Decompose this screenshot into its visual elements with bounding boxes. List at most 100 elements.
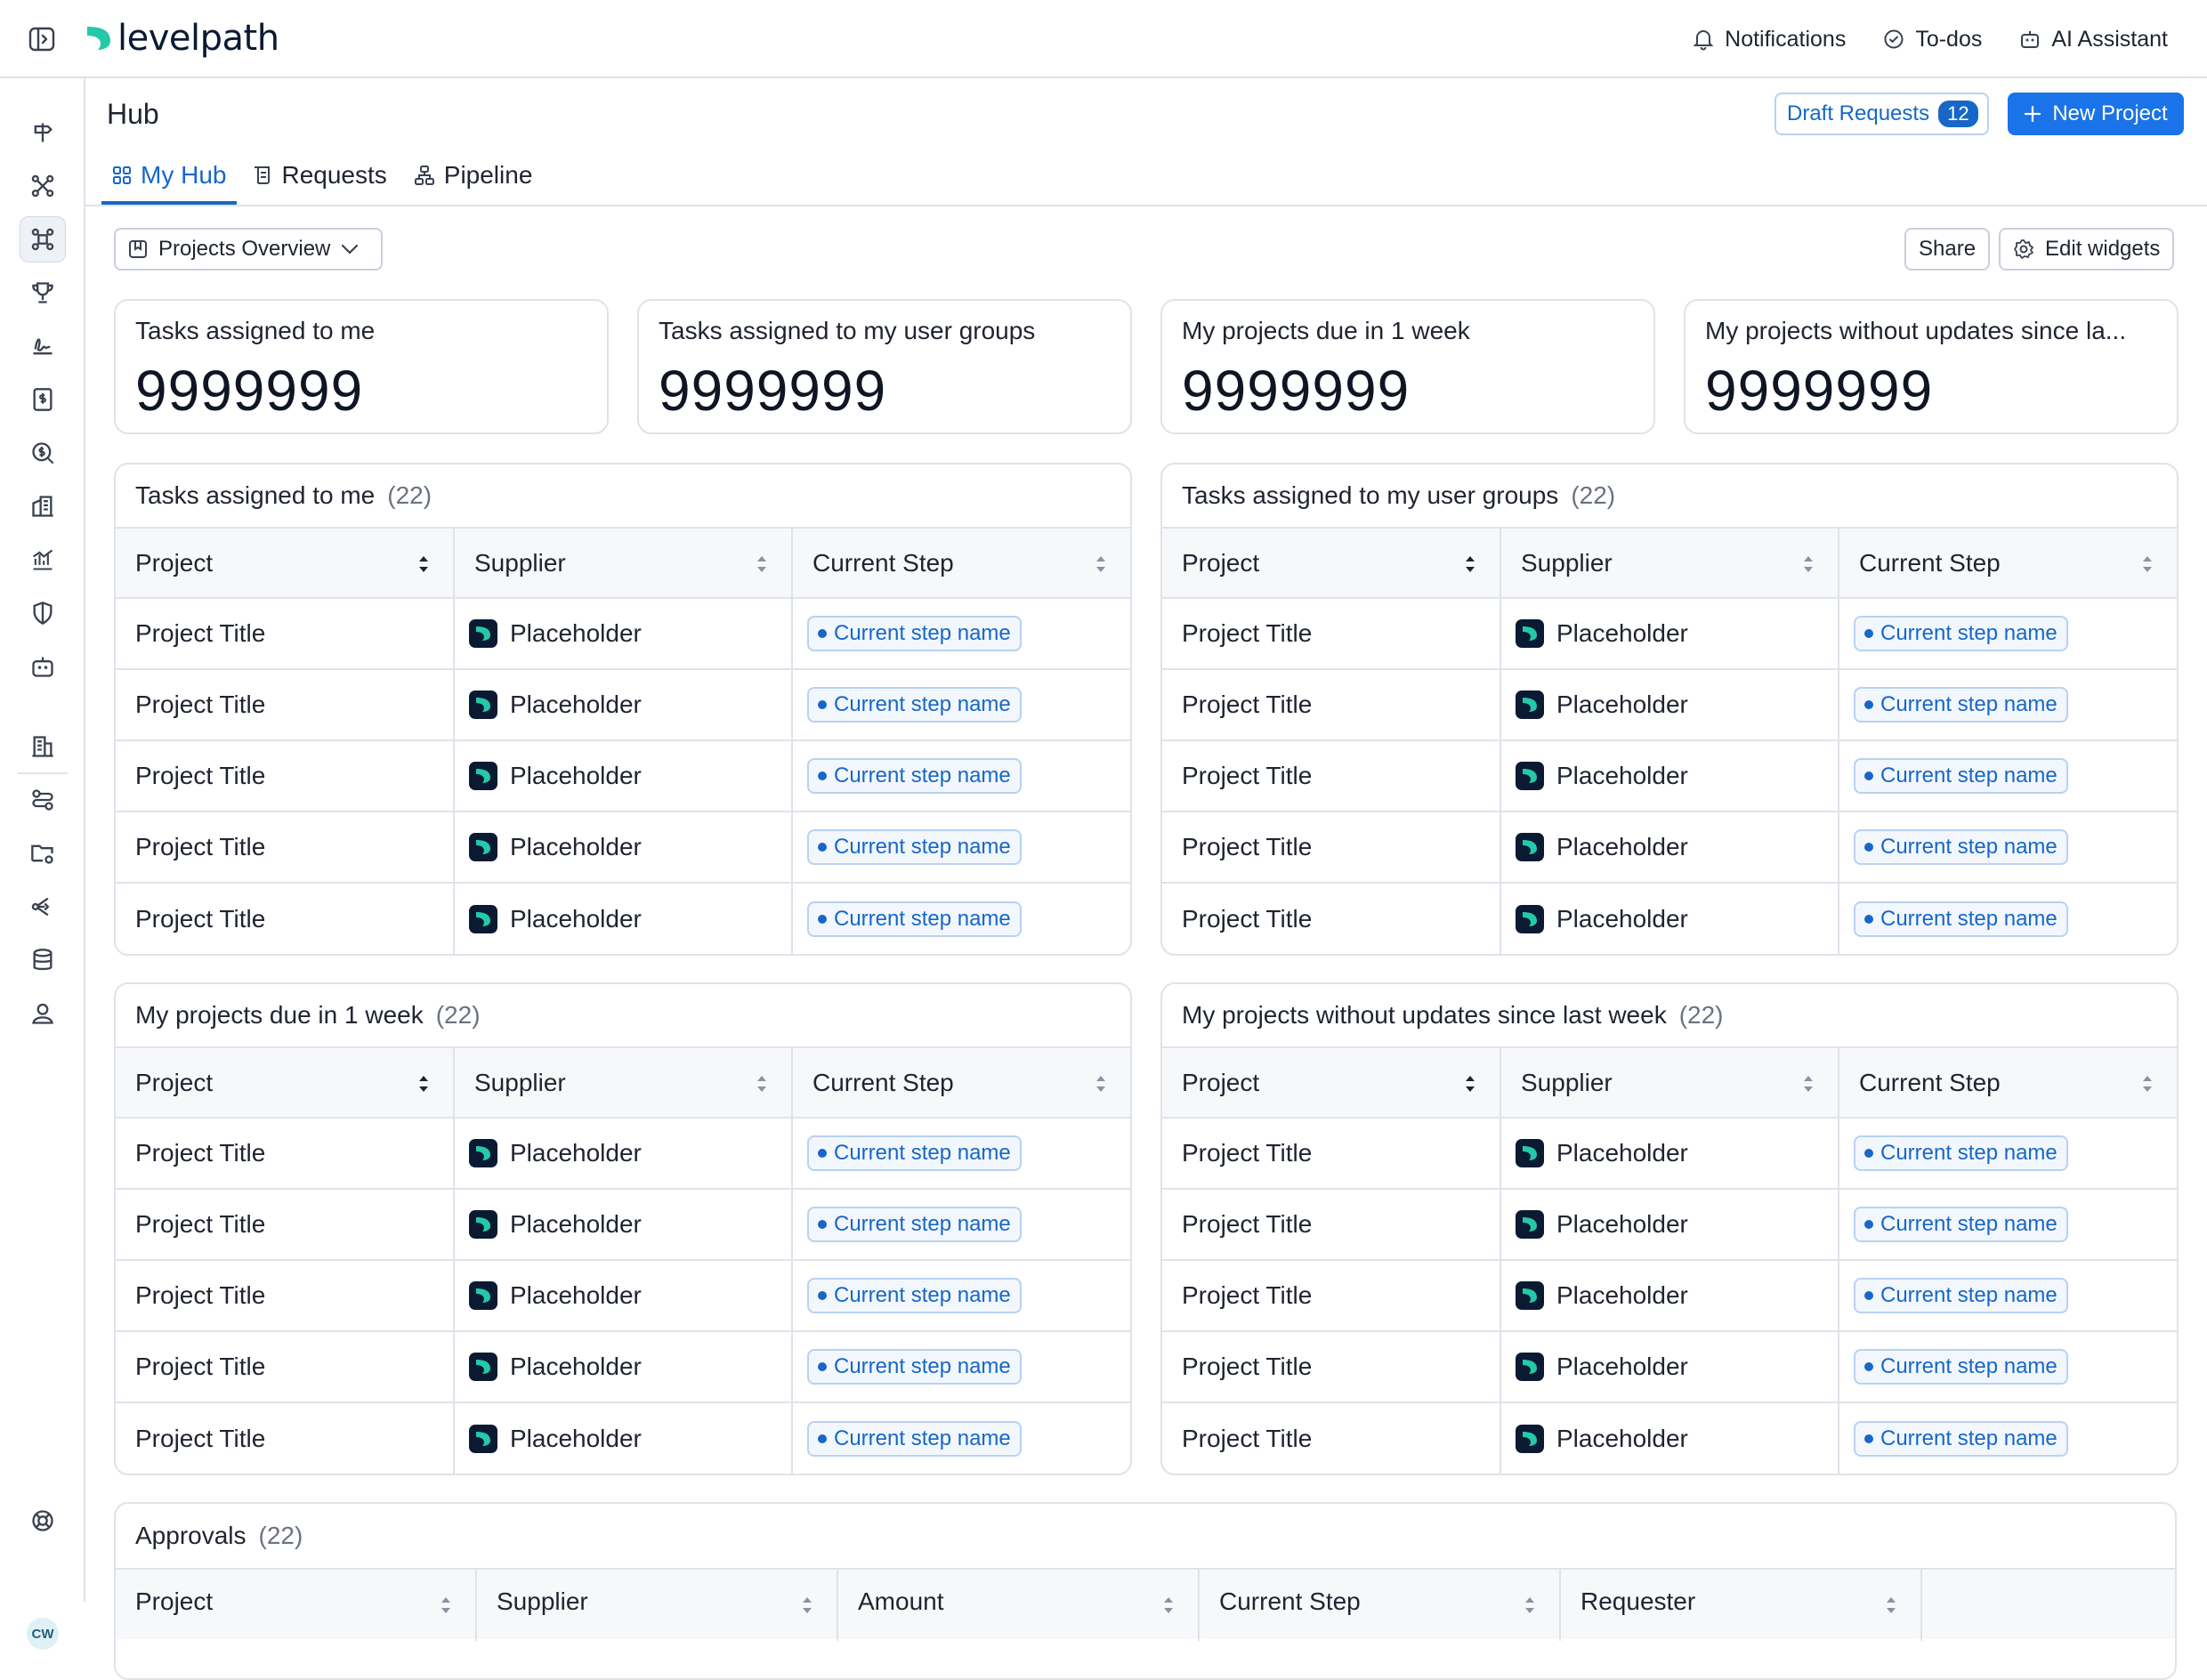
sort-icon[interactable] xyxy=(756,1073,768,1094)
approvals-column-header[interactable]: Current Step xyxy=(1200,1570,1561,1641)
table-row[interactable]: Project Title Placeholder Current step nam… xyxy=(116,1402,1130,1474)
table-row[interactable]: Project Title Placeholder Current step nam… xyxy=(1162,598,2177,670)
project-cell[interactable]: Project Title xyxy=(116,1118,455,1190)
sidebar-item[interactable] xyxy=(20,777,66,823)
sort-icon[interactable] xyxy=(2141,553,2154,575)
project-title[interactable]: Project Title xyxy=(135,1281,266,1309)
sidebar-item[interactable] xyxy=(20,483,66,529)
sort-icon[interactable] xyxy=(2141,1073,2154,1094)
table-row[interactable]: Project Title Placeholder Current step nam… xyxy=(1162,883,2177,954)
stat-card[interactable]: Tasks assigned to me 9999999 xyxy=(114,299,609,434)
sidebar-item[interactable] xyxy=(20,723,66,770)
approvals-column-header[interactable]: Project xyxy=(116,1570,477,1641)
table-row[interactable]: Project Title Placeholder Current step nam… xyxy=(116,740,1130,812)
sort-icon[interactable] xyxy=(1095,1073,1107,1094)
project-cell[interactable]: Project Title xyxy=(116,1402,455,1474)
sidebar-item[interactable] xyxy=(20,643,66,690)
project-cell[interactable]: Project Title xyxy=(1162,598,1501,670)
project-cell[interactable]: Project Title xyxy=(1162,1189,1501,1261)
table-row[interactable]: Project Title Placeholder Current step nam… xyxy=(1162,1189,2177,1261)
table-row[interactable]: Project Title Placeholder Current step nam… xyxy=(116,598,1130,670)
stat-card[interactable]: Tasks assigned to my user groups 9999999 xyxy=(637,299,1132,434)
sidebar-item[interactable] xyxy=(20,884,66,930)
sort-icon[interactable] xyxy=(417,1073,430,1094)
project-cell[interactable]: Project Title xyxy=(116,883,455,954)
project-title[interactable]: Project Title xyxy=(135,1353,266,1380)
table-row[interactable]: Project Title Placeholder Current step nam… xyxy=(116,883,1130,954)
table-row[interactable]: Project Title Placeholder Current step nam… xyxy=(1162,812,2177,884)
project-title[interactable]: Project Title xyxy=(1182,1353,1313,1380)
project-cell[interactable]: Project Title xyxy=(1162,740,1501,812)
project-cell[interactable]: Project Title xyxy=(1162,1118,1501,1190)
column-header-step[interactable]: Current Step xyxy=(1839,529,2177,599)
table-row[interactable]: Project Title Placeholder Current step nam… xyxy=(1162,1331,2177,1403)
new-project-button[interactable]: New Project xyxy=(2008,93,2184,135)
column-header-project[interactable]: Project xyxy=(116,529,455,599)
table-row[interactable]: Project Title Placeholder Current step nam… xyxy=(1162,1260,2177,1332)
project-title[interactable]: Project Title xyxy=(135,619,266,647)
sort-icon[interactable] xyxy=(440,1595,452,1616)
sort-icon[interactable] xyxy=(1464,553,1476,575)
table-row[interactable]: Project Title Placeholder Current step nam… xyxy=(1162,1402,2177,1474)
approvals-column-header[interactable]: Amount xyxy=(838,1570,1200,1641)
project-cell[interactable]: Project Title xyxy=(116,740,455,812)
project-title[interactable]: Project Title xyxy=(135,833,266,860)
sort-icon[interactable] xyxy=(1162,1595,1175,1616)
approvals-column-header[interactable]: Requester xyxy=(1561,1570,1922,1641)
project-title[interactable]: Project Title xyxy=(1182,833,1313,860)
column-header-project[interactable]: Project xyxy=(116,1048,455,1119)
table-row[interactable]: Project Title Placeholder Current step nam… xyxy=(1162,669,2177,741)
sidebar-item[interactable] xyxy=(20,430,66,476)
share-button[interactable]: Share xyxy=(1904,228,1991,271)
column-header-project[interactable]: Project xyxy=(1162,1048,1501,1119)
project-title[interactable]: Project Title xyxy=(135,904,266,933)
project-cell[interactable]: Project Title xyxy=(116,1189,455,1261)
approvals-column-header[interactable]: Supplier xyxy=(477,1570,838,1641)
view-select-dropdown[interactable]: Projects Overview xyxy=(114,228,383,271)
project-title[interactable]: Project Title xyxy=(135,1424,266,1452)
avatar[interactable]: CW xyxy=(27,1618,59,1650)
column-header-supplier[interactable]: Supplier xyxy=(454,529,793,599)
project-cell[interactable]: Project Title xyxy=(1162,812,1501,884)
table-row[interactable]: Project Title Placeholder Current step nam… xyxy=(116,1189,1130,1261)
column-header-supplier[interactable]: Supplier xyxy=(1500,529,1839,599)
project-cell[interactable]: Project Title xyxy=(1162,883,1501,954)
project-title[interactable]: Project Title xyxy=(135,1210,266,1238)
project-title[interactable]: Project Title xyxy=(1182,691,1313,718)
sidebar-item[interactable] xyxy=(20,216,66,262)
column-header-supplier[interactable]: Supplier xyxy=(454,1048,793,1119)
edit-widgets-button[interactable]: Edit widgets xyxy=(1999,228,2175,271)
tab-pipeline[interactable]: Pipeline xyxy=(403,149,544,205)
draft-requests-button[interactable]: Draft Requests 12 xyxy=(1774,93,1989,135)
project-title[interactable]: Project Title xyxy=(1182,1424,1313,1452)
sort-icon[interactable] xyxy=(1524,1595,1536,1616)
table-row[interactable]: Project Title Placeholder Current step nam… xyxy=(116,1260,1130,1332)
sort-icon[interactable] xyxy=(417,553,430,575)
column-header-project[interactable]: Project xyxy=(1162,529,1501,599)
project-cell[interactable]: Project Title xyxy=(116,812,455,884)
project-cell[interactable]: Project Title xyxy=(1162,669,1501,741)
project-title[interactable]: Project Title xyxy=(1182,904,1313,933)
sidebar-item[interactable] xyxy=(20,537,66,583)
project-title[interactable]: Project Title xyxy=(1182,762,1313,789)
table-row[interactable]: Project Title Placeholder Current step nam… xyxy=(116,1118,1130,1190)
sidebar-item[interactable] xyxy=(20,1498,66,1544)
sidebar-item[interactable] xyxy=(20,990,66,1037)
project-title[interactable]: Project Title xyxy=(135,1139,266,1167)
column-header-supplier[interactable]: Supplier xyxy=(1500,1048,1839,1119)
notifications-button[interactable]: Notifications xyxy=(1693,27,1846,52)
column-header-step[interactable]: Current Step xyxy=(792,529,1130,599)
sort-icon[interactable] xyxy=(1095,553,1107,575)
project-title[interactable]: Project Title xyxy=(135,762,266,789)
project-cell[interactable]: Project Title xyxy=(116,1331,455,1403)
column-header-step[interactable]: Current Step xyxy=(1839,1048,2177,1119)
sidebar-item[interactable] xyxy=(20,937,66,983)
project-title[interactable]: Project Title xyxy=(135,691,266,718)
tab-requests[interactable]: Requests xyxy=(242,149,397,205)
table-row[interactable]: Project Title Placeholder Current step nam… xyxy=(1162,740,2177,812)
table-row[interactable]: Project Title Placeholder Current step nam… xyxy=(1162,1118,2177,1190)
project-title[interactable]: Project Title xyxy=(1182,619,1313,647)
sort-icon[interactable] xyxy=(1464,1073,1476,1094)
sidebar-item[interactable] xyxy=(20,590,66,636)
project-cell[interactable]: Project Title xyxy=(1162,1331,1501,1403)
